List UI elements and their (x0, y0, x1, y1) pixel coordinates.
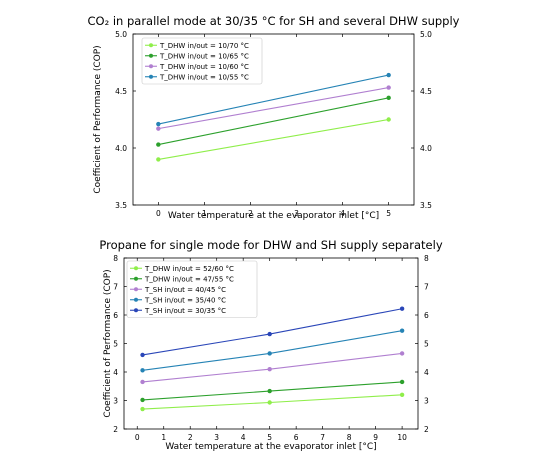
y-tick-label: 5.0 (115, 30, 127, 39)
legend-label: T_SH in/out = 40/45 °C (144, 286, 226, 294)
x-tick-label: 2 (188, 433, 193, 442)
legend-box (141, 37, 263, 85)
legend-label: T_DHW in/out = 10/70 °C (159, 42, 249, 50)
y-axis-label: Coefficient of Performance (COP) (103, 269, 113, 417)
data-point (386, 117, 391, 122)
y-tick-label-right: 7 (424, 283, 429, 292)
y-tick-label: 7 (113, 283, 118, 292)
data-point (140, 368, 145, 373)
data-point (156, 157, 161, 162)
series-line-3 (142, 352, 403, 383)
y-tick-label: 8 (113, 254, 118, 263)
data-point (267, 400, 272, 405)
chart-title: CO₂ in parallel mode at 30/35 °C for SH … (88, 14, 460, 28)
series-line-4 (158, 74, 389, 125)
y-axis-label: Coefficient of Performance (COP) (93, 45, 103, 193)
y-tick-label: 4.0 (115, 144, 127, 153)
data-point (140, 352, 145, 358)
x-tick-label: 4 (340, 209, 345, 218)
x-tick-label: 7 (320, 433, 325, 442)
x-tick-label: 0 (156, 209, 161, 218)
x-tick-label: 3 (214, 433, 219, 442)
legend-swatch-marker (134, 287, 138, 292)
x-tick-label: 1 (161, 433, 166, 442)
y-tick-label-right: 3.5 (420, 201, 432, 210)
x-tick-label: 9 (373, 433, 378, 442)
y-tick-label-right: 3 (424, 397, 429, 406)
chart-2: Propane for single mode for DHW and SH s… (99, 238, 442, 452)
series-line-4 (142, 330, 403, 371)
x-tick-label: 8 (347, 433, 352, 442)
y-tick-label: 3 (113, 397, 118, 406)
y-tick-label-right: 5.0 (420, 30, 432, 39)
series-line-3 (158, 87, 389, 130)
chart-1: CO₂ in parallel mode at 30/35 °C for SH … (88, 14, 460, 221)
legend-label: T_DHW in/out = 10/55 °C (159, 73, 249, 81)
data-point (399, 392, 405, 397)
y-tick-label: 3.5 (115, 201, 127, 210)
y-tick-label-right: 6 (424, 311, 429, 320)
y-tick-label-right: 4.0 (420, 144, 432, 153)
y-tick-label-right: 8 (424, 254, 429, 263)
y-tick-label-right: 4.5 (420, 87, 432, 96)
x-tick-label: 3 (294, 209, 299, 218)
series-line-2 (158, 97, 389, 146)
legend-swatch-marker (134, 297, 138, 302)
legend-swatch-marker (134, 276, 138, 281)
data-point (386, 95, 391, 101)
x-tick-label: 10 (397, 433, 407, 442)
data-point (386, 85, 391, 90)
legend-box (126, 260, 258, 318)
legend-swatch-marker (149, 74, 153, 79)
data-point (267, 388, 272, 394)
legend-label: T_DHW in/out = 47/55 °C (144, 275, 234, 283)
data-point (267, 351, 272, 356)
data-point (156, 142, 161, 147)
data-point (156, 121, 161, 127)
data-point (399, 379, 405, 385)
series-line-1 (158, 118, 389, 160)
y-tick-label: 4 (113, 368, 118, 377)
data-point (399, 306, 405, 311)
legend-swatch-marker (149, 64, 153, 69)
plot-frame (132, 33, 415, 206)
x-tick-label: 2 (248, 209, 253, 218)
x-tick-label: 4 (241, 433, 246, 442)
legend-label: T_SH in/out = 35/40 °C (144, 296, 226, 304)
y-tick-label: 5 (113, 340, 118, 349)
y-tick-label-right: 5 (424, 340, 429, 349)
legend-swatch-marker (134, 266, 138, 271)
x-axis-label: Water temperature at the evaporator inle… (168, 211, 379, 221)
y-tick-label-right: 4 (424, 368, 429, 377)
x-tick-label: 5 (267, 433, 272, 442)
data-point (140, 379, 145, 385)
y-tick-label: 4.5 (115, 87, 127, 96)
legend-swatch-marker (149, 53, 153, 58)
legend-label: T_DHW in/out = 52/60 °C (144, 265, 234, 273)
data-point (156, 126, 161, 131)
chart-title: Propane for single mode for DHW and SH s… (99, 238, 442, 252)
x-tick-label: 0 (135, 433, 140, 442)
x-axis-label: Water temperature at the evaporator inle… (165, 442, 376, 452)
data-point (399, 328, 405, 333)
data-point (386, 72, 391, 78)
data-point (140, 406, 145, 412)
y-tick-label: 6 (113, 311, 118, 320)
legend-label: T_DHW in/out = 10/65 °C (159, 52, 249, 60)
y-tick-label-right: 2 (424, 425, 429, 434)
y-tick-label: 2 (113, 425, 118, 434)
x-tick-label: 6 (294, 433, 299, 442)
legend-label: T_DHW in/out = 10/60 °C (159, 63, 249, 71)
data-point (267, 366, 272, 372)
data-point (267, 331, 272, 337)
data-point (399, 351, 405, 356)
x-tick-label: 5 (386, 209, 391, 218)
data-point (140, 397, 145, 403)
legend-label: T_SH in/out = 30/35 °C (144, 307, 226, 315)
legend-swatch-marker (149, 43, 153, 48)
x-tick-label: 1 (202, 209, 207, 218)
legend-swatch-marker (134, 308, 138, 313)
